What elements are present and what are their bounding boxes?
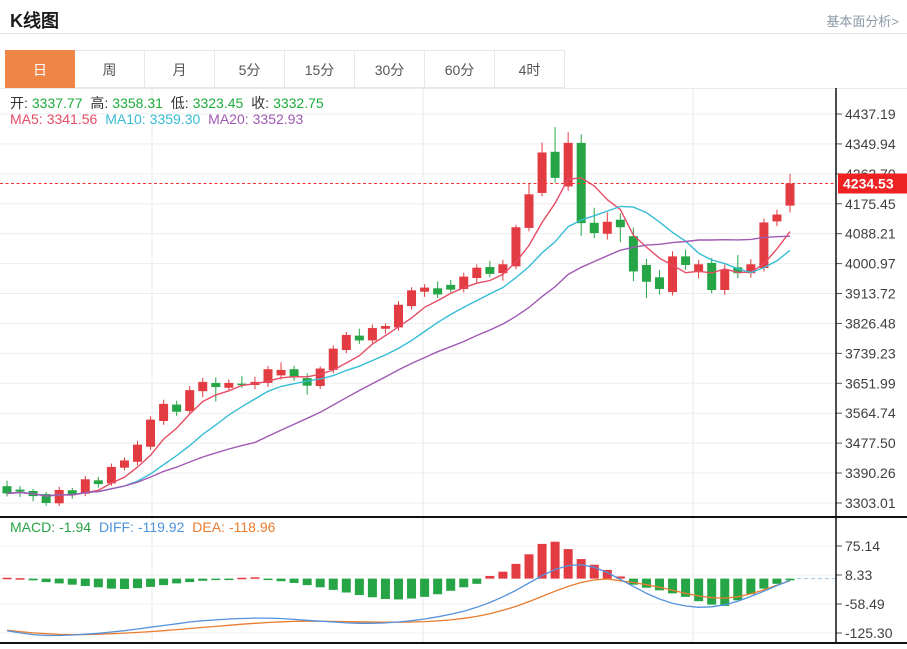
high-value: 3358.31: [112, 95, 163, 111]
macd-value: -1.94: [59, 519, 92, 535]
svg-text:75.14: 75.14: [845, 538, 880, 554]
tab-period-7[interactable]: 4时: [495, 50, 565, 88]
close-label: 收:: [251, 95, 270, 111]
period-tabbar: 日周月 5分 15分 30分 60分 4时: [0, 50, 907, 89]
svg-text:4000.97: 4000.97: [845, 256, 896, 272]
open-label: 开:: [10, 95, 28, 111]
svg-text:3651.99: 3651.99: [845, 375, 896, 391]
ma5-label: MA5:: [10, 111, 43, 127]
title-divider: [0, 33, 907, 34]
macd-row: MACD: -1.94 DIFF: -119.92 DEA: -118.96: [10, 519, 279, 535]
ma20-label: MA20:: [208, 111, 249, 127]
tab-period-1[interactable]: 周: [75, 50, 145, 88]
svg-text:3303.01: 3303.01: [845, 495, 896, 511]
period-tabs: 日周月 5分 15分 30分 60分 4时: [5, 50, 565, 88]
kline-chart-canvas[interactable]: 4437.194349.944262.704175.454088.214000.…: [0, 88, 907, 644]
close-value: 3332.75: [273, 95, 324, 111]
svg-text:8.33: 8.33: [845, 567, 872, 583]
diff-value: -119.92: [137, 519, 185, 535]
tab-period-5[interactable]: 30分: [355, 50, 425, 88]
svg-text:3477.50: 3477.50: [845, 435, 896, 451]
svg-text:3913.72: 3913.72: [845, 286, 896, 302]
dea-label: DEA:: [192, 519, 225, 535]
svg-text:-58.49: -58.49: [845, 596, 885, 612]
tab-period-6[interactable]: 60分: [425, 50, 495, 88]
dea-value: -118.96: [228, 519, 276, 535]
ma10-label: MA10:: [105, 111, 146, 127]
svg-text:-125.30: -125.30: [845, 625, 893, 641]
svg-text:4349.94: 4349.94: [845, 136, 896, 152]
low-value: 3323.45: [192, 95, 244, 111]
diff-label: DIFF:: [98, 519, 134, 535]
ohlc-row: 开: 3337.77 高: 3358.31 低: 3323.45 收: 3332.75: [10, 93, 328, 113]
open-value: 3337.77: [31, 95, 83, 111]
high-label: 高:: [90, 95, 109, 111]
svg-text:4088.21: 4088.21: [845, 226, 896, 242]
svg-text:3564.74: 3564.74: [845, 405, 896, 421]
ma20-value: 3352.93: [252, 111, 304, 127]
svg-text:3390.26: 3390.26: [845, 465, 896, 481]
svg-text:3739.23: 3739.23: [845, 345, 896, 361]
current-price-badge: [838, 173, 907, 194]
tab-period-3[interactable]: 5分: [215, 50, 285, 88]
fundamental-analysis-link[interactable]: 基本面分析>: [826, 14, 899, 29]
low-label: 低:: [170, 95, 189, 111]
svg-text:4175.45: 4175.45: [845, 196, 896, 212]
current-price-value: 4234.53: [843, 176, 894, 192]
tab-period-4[interactable]: 15分: [285, 50, 355, 88]
ma5-value: 3341.56: [46, 111, 98, 127]
svg-text:3826.48: 3826.48: [845, 315, 896, 331]
page-title: K线图: [10, 11, 59, 31]
svg-text:4437.19: 4437.19: [845, 106, 896, 122]
macd-label: MACD:: [10, 519, 56, 535]
tab-period-2[interactable]: 月: [145, 50, 215, 88]
tab-period-0[interactable]: 日: [5, 50, 75, 88]
ma-row: MA5: 3341.56 MA10: 3359.30 MA20: 3352.93: [10, 111, 307, 127]
ma10-value: 3359.30: [149, 111, 201, 127]
